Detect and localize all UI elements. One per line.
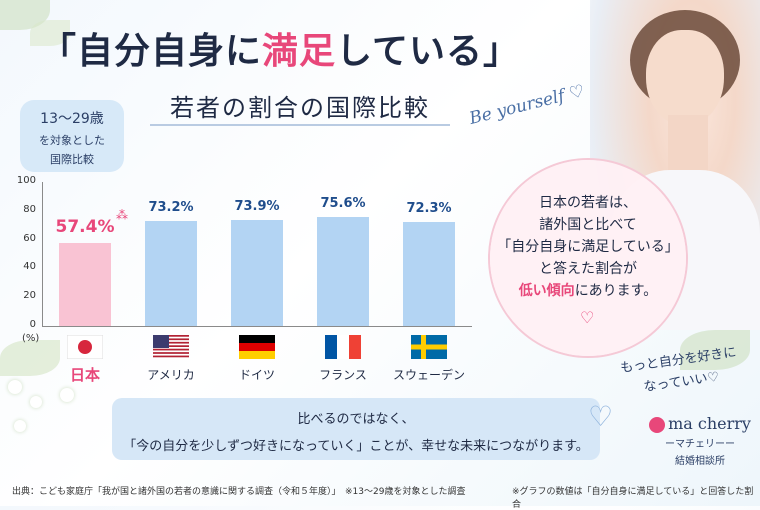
country-label: スウェーデン [392, 368, 465, 382]
x-axis [42, 326, 472, 327]
note-line5: にあります。 [574, 283, 658, 299]
y-tick-label: 100 [16, 175, 36, 186]
note-highlight: 低い傾向 [518, 283, 575, 299]
heart-icon: ♡ [567, 81, 587, 105]
bar-country-3 [317, 217, 369, 326]
bar-country-1 [145, 220, 197, 326]
y-tick-label: 80 [23, 203, 36, 215]
japan-flag-icon [66, 334, 104, 360]
flower-decoration [60, 388, 74, 402]
y-tick-label: 0 [29, 319, 36, 330]
tagline-text: Be yourself [467, 86, 567, 129]
france-flag-icon [325, 335, 361, 359]
bar-japan [59, 243, 111, 326]
flower-decoration [14, 420, 26, 432]
bar-country-4 [403, 221, 455, 326]
bar-country-2 [231, 219, 283, 326]
sweden-flag-icon [411, 335, 447, 359]
flower-decoration [30, 396, 42, 408]
y-axis [42, 182, 43, 326]
bar-value-label: 73.2% [148, 199, 194, 215]
heart-icon: ♡ [588, 400, 614, 433]
title-part1: 「自分自身に [40, 30, 263, 72]
sakura-icon [649, 416, 666, 433]
country-label: フランス [319, 368, 367, 382]
scope-line1: 13〜29歳 [40, 111, 104, 127]
footer-source: 出典：こども家庭庁「我が国と諸外国の若者の意識に関する調査（令和５年度）」 ※1… [12, 487, 466, 497]
leaf-decoration [680, 330, 750, 370]
cursive-message: もっと自分を好きに なっていい♡ [608, 340, 753, 403]
flower-decoration [8, 380, 22, 394]
usa-flag-icon [153, 335, 189, 359]
leaf-decoration [0, 340, 60, 376]
scope-line2: を対象とした [39, 134, 105, 147]
scope-badge: 13〜29歳 を対象とした 国際比較 [20, 100, 124, 172]
logo-kana: ーマチェリーー [665, 439, 735, 450]
message-box: 比べるのではなく、 「今の自分を少しずつ好きになっていく」ことが、幸せな未来につ… [112, 398, 600, 460]
scope-line3: 国際比較 [50, 153, 94, 166]
country-label: アメリカ [147, 368, 195, 382]
country-label: ドイツ [238, 368, 275, 382]
subtitle-underline [150, 124, 450, 126]
country-label: 日本 [69, 366, 100, 384]
bar-value-label: 72.3% [406, 200, 452, 216]
bar-value-label: 75.6% [320, 196, 366, 212]
unit-label: (%) [22, 333, 40, 344]
title-part2: している」 [336, 30, 520, 72]
leaf-decoration [30, 20, 70, 46]
message-line1: 比べるのではなく、 [297, 412, 415, 427]
y-tick-label: 40 [23, 261, 36, 273]
page-title: 「自分自身に満足している」 [0, 22, 560, 74]
logo-sub: 結婚相談所 [675, 456, 725, 467]
photo-face [646, 30, 724, 126]
germany-flag-icon [239, 335, 275, 359]
brand-logo: ma cherry ーマチェリーー 結婚相談所 [640, 414, 760, 467]
tagline: Be yourself ♡ [467, 81, 586, 129]
note-line4: と答えた割合が [539, 261, 637, 277]
bar-value-label: 73.9% [234, 198, 280, 214]
y-tick-label: 60 [23, 232, 36, 244]
bar-value-label: 57.4% [55, 217, 115, 238]
heart-icon: ♡ [580, 308, 595, 327]
title-highlight: 満足 [262, 30, 337, 72]
sparkle-icon: ⁂ [116, 208, 128, 222]
note-circle: 日本の若者は、 諸外国と比べて 「自分自身に満足している」 と答えた割合が 低い… [490, 160, 686, 356]
footer-note: ※グラフの数値は「自分自身に満足している」と回答した割合 [512, 487, 754, 510]
message-line2: 「今の自分を少しずつ好きになっていく」ことが、幸せな未来につながります。 [123, 439, 589, 454]
page-subtitle: 若者の割合の国際比較 [170, 94, 430, 122]
note-line2: 諸外国と比べて [539, 217, 637, 233]
note-line3: 「自分自身に満足している」 [497, 239, 679, 255]
note-line1: 日本の若者は、 [539, 195, 637, 211]
y-tick-label: 20 [23, 290, 36, 302]
logo-name: ma cherry [668, 414, 751, 433]
